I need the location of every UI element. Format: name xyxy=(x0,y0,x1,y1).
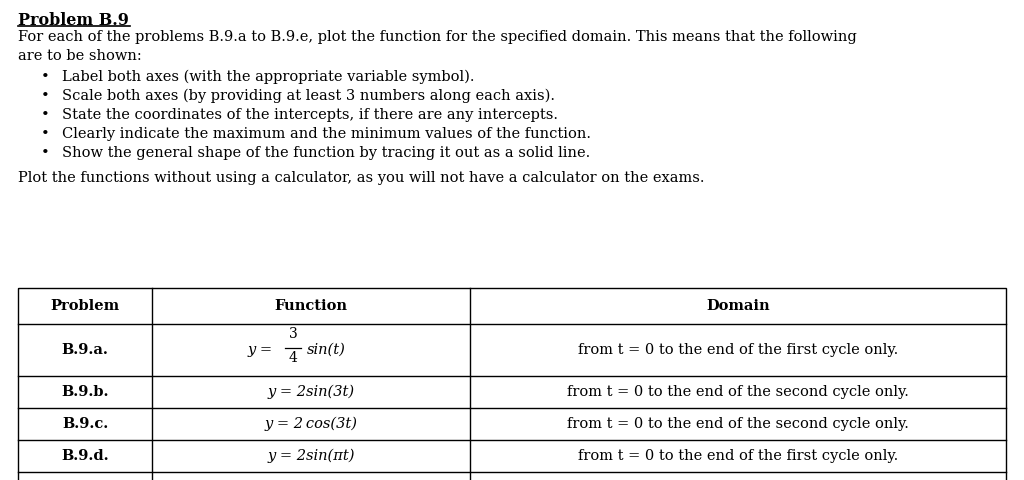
Text: •: • xyxy=(41,70,49,84)
Text: from t = 0 to the end of the first cycle only.: from t = 0 to the end of the first cycle… xyxy=(578,343,898,357)
Text: •: • xyxy=(41,89,49,103)
Text: Plot the functions without using a calculator, as you will not have a calculator: Plot the functions without using a calcu… xyxy=(18,171,705,185)
Text: State the coordinates of the intercepts, if there are any intercepts.: State the coordinates of the intercepts,… xyxy=(62,108,558,122)
Text: Problem B.9: Problem B.9 xyxy=(18,12,129,29)
Text: Domain: Domain xyxy=(707,299,770,313)
Text: y = 2sin(3t): y = 2sin(3t) xyxy=(267,385,354,399)
Text: •: • xyxy=(41,108,49,122)
Text: Scale both axes (by providing at least 3 numbers along each axis).: Scale both axes (by providing at least 3… xyxy=(62,89,555,103)
Text: B.9.c.: B.9.c. xyxy=(61,417,109,431)
Text: Clearly indicate the maximum and the minimum values of the function.: Clearly indicate the maximum and the min… xyxy=(62,127,591,141)
Text: y =: y = xyxy=(248,343,273,357)
Text: 3: 3 xyxy=(289,327,297,341)
Text: B.9.d.: B.9.d. xyxy=(61,449,109,463)
Text: Problem: Problem xyxy=(50,299,120,313)
Text: Function: Function xyxy=(274,299,347,313)
Text: from t = 0 to the end of the second cycle only.: from t = 0 to the end of the second cycl… xyxy=(567,385,909,399)
Text: •: • xyxy=(41,146,49,160)
Text: sin(t): sin(t) xyxy=(307,343,346,357)
Text: Label both axes (with the appropriate variable symbol).: Label both axes (with the appropriate va… xyxy=(62,70,474,84)
Text: B.9.a.: B.9.a. xyxy=(61,343,109,357)
Text: y = 2sin(πt): y = 2sin(πt) xyxy=(267,449,354,463)
Text: B.9.b.: B.9.b. xyxy=(61,385,109,399)
Text: from t = 0 to the end of the second cycle only.: from t = 0 to the end of the second cycl… xyxy=(567,417,909,431)
Text: from t = 0 to the end of the first cycle only.: from t = 0 to the end of the first cycle… xyxy=(578,449,898,463)
Text: Show the general shape of the function by tracing it out as a solid line.: Show the general shape of the function b… xyxy=(62,146,590,160)
Bar xyxy=(18,288,1006,480)
Text: 4: 4 xyxy=(289,351,297,365)
Text: For each of the problems B.9.a to B.9.e, plot the function for the specified dom: For each of the problems B.9.a to B.9.e,… xyxy=(18,30,857,44)
Text: •: • xyxy=(41,127,49,141)
Text: y = 2 cos(3t): y = 2 cos(3t) xyxy=(264,417,357,431)
Text: are to be shown:: are to be shown: xyxy=(18,49,141,63)
